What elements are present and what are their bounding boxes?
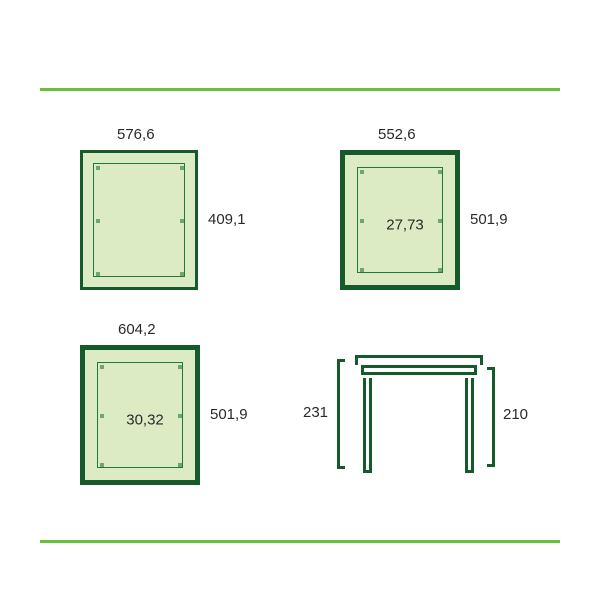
panel-1-top-dim: 576,6 [117, 126, 155, 143]
mount-marker [438, 170, 442, 174]
panel-3-right-dim: 501,9 [210, 406, 248, 423]
divider-top [40, 88, 560, 91]
table-leg-right [465, 378, 474, 473]
table-leg-left [363, 378, 372, 473]
mount-marker [96, 219, 100, 223]
mount-marker [178, 414, 182, 418]
mount-marker [438, 268, 442, 272]
mount-marker [360, 170, 364, 174]
mount-marker [100, 463, 104, 467]
mount-marker [96, 272, 100, 276]
panel-2-top-dim: 552,6 [378, 126, 416, 143]
cell-panel-1: 576,6 409,1 [40, 110, 300, 315]
mount-marker [360, 268, 364, 272]
mount-marker [178, 463, 182, 467]
dimension-diagram: { "colors": { "divider": "#67c03a", "out… [0, 0, 600, 600]
mount-marker [180, 272, 184, 276]
table-icon [355, 355, 483, 470]
panel-grid: 576,6 409,1 552,6 501,9 27,73 604,2 501,… [40, 110, 560, 520]
mount-marker [180, 166, 184, 170]
table-top-outer [355, 355, 483, 365]
mount-marker [180, 219, 184, 223]
table-bracket-right [487, 367, 495, 467]
mount-marker [360, 219, 364, 223]
panel-2-center-dim: 27,73 [386, 217, 424, 234]
cell-panel-3: 604,2 501,9 30,32 [40, 315, 300, 520]
panel-1-right-dim: 409,1 [208, 211, 246, 228]
table-bracket-left [337, 359, 345, 469]
mount-marker [100, 365, 104, 369]
mount-marker [438, 219, 442, 223]
table-left-dim: 231 [303, 404, 328, 421]
panel-2-outer: 27,73 [340, 150, 460, 290]
table-right-dim: 210 [503, 406, 528, 423]
table-top-inner [361, 365, 477, 375]
cell-table-view: 231 210 [300, 315, 560, 520]
cell-panel-2: 552,6 501,9 27,73 [300, 110, 560, 315]
mount-marker [96, 166, 100, 170]
divider-bottom [40, 540, 560, 543]
panel-1-inner [93, 163, 185, 277]
panel-3-top-dim: 604,2 [118, 321, 156, 338]
panel-2-right-dim: 501,9 [470, 211, 508, 228]
panel-1-outer [80, 150, 198, 290]
panel-3-outer: 30,32 [80, 345, 200, 485]
mount-marker [100, 414, 104, 418]
mount-marker [178, 365, 182, 369]
panel-3-center-dim: 30,32 [126, 412, 164, 429]
